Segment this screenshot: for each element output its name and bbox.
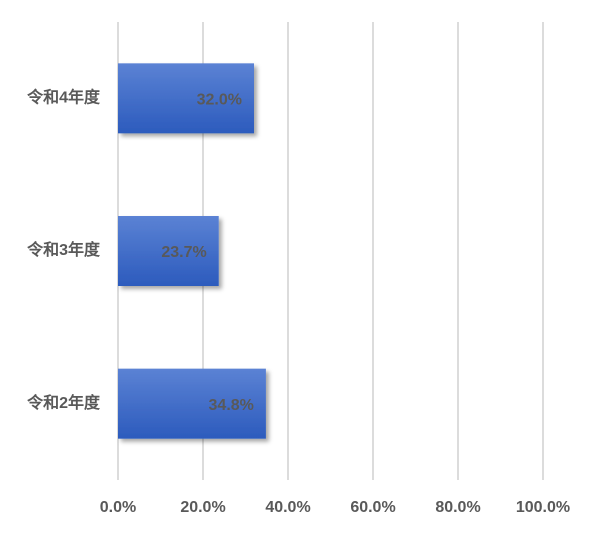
bar (118, 63, 254, 134)
y-tick-label: 令和3年度 (26, 240, 101, 259)
bar (118, 368, 266, 439)
x-tick-label: 60.0% (350, 499, 395, 516)
value-label: 23.7% (161, 244, 206, 261)
y-tick-label: 令和2年度 (26, 393, 101, 412)
value-label: 32.0% (197, 92, 242, 109)
value-label: 34.8% (209, 397, 254, 414)
bar (118, 216, 219, 286)
x-tick-label: 40.0% (265, 499, 310, 516)
x-tick-label: 100.0% (516, 499, 570, 516)
y-tick-label: 令和4年度 (26, 88, 101, 107)
x-tick-label: 20.0% (180, 499, 225, 516)
x-tick-label: 0.0% (100, 499, 136, 516)
x-tick-label: 80.0% (435, 499, 480, 516)
